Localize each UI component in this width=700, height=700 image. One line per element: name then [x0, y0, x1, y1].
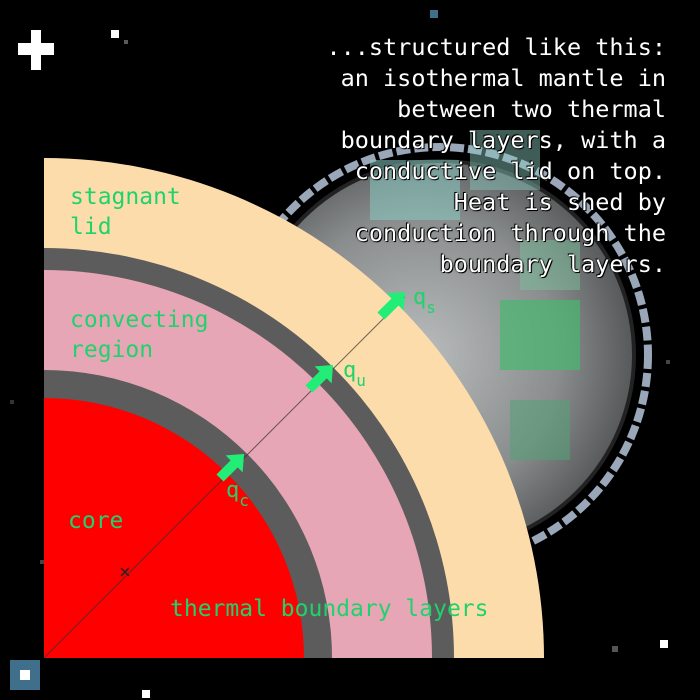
flux-arrow-surface: [377, 291, 406, 320]
star: [40, 560, 44, 564]
star: [142, 690, 150, 698]
flux-label-surface: qs: [413, 285, 436, 318]
star: [430, 10, 438, 18]
flux-label-upper: qu: [343, 358, 366, 391]
flux-subscript: s: [426, 298, 436, 318]
star: [660, 640, 668, 648]
flux-arrow-core: [216, 453, 245, 482]
flux-symbol: q: [413, 285, 427, 310]
stagnant-lid-label: stagnant lid: [70, 184, 181, 240]
flux-arrows: [216, 291, 406, 482]
thermal-boundary-layers-label: thermal boundary layers: [170, 596, 489, 622]
sparkle-icon: [18, 30, 54, 70]
corner-square-icon: [10, 660, 40, 690]
star: [10, 400, 14, 404]
flux-symbol: q: [343, 358, 357, 383]
caption-text: ...structured like this: an isothermal m…: [326, 33, 666, 278]
flux-subscript: u: [356, 371, 366, 391]
center-mark: [120, 567, 130, 577]
star: [124, 40, 128, 44]
core-label: core: [68, 508, 124, 534]
flux-symbol: q: [226, 478, 240, 503]
star: [666, 360, 670, 364]
convecting-region-label: convecting region: [70, 307, 209, 363]
star: [111, 30, 119, 38]
flux-label-core: qc: [226, 478, 249, 511]
flux-subscript: c: [239, 491, 249, 511]
flux-arrow-upper: [305, 364, 334, 393]
star: [612, 646, 618, 652]
